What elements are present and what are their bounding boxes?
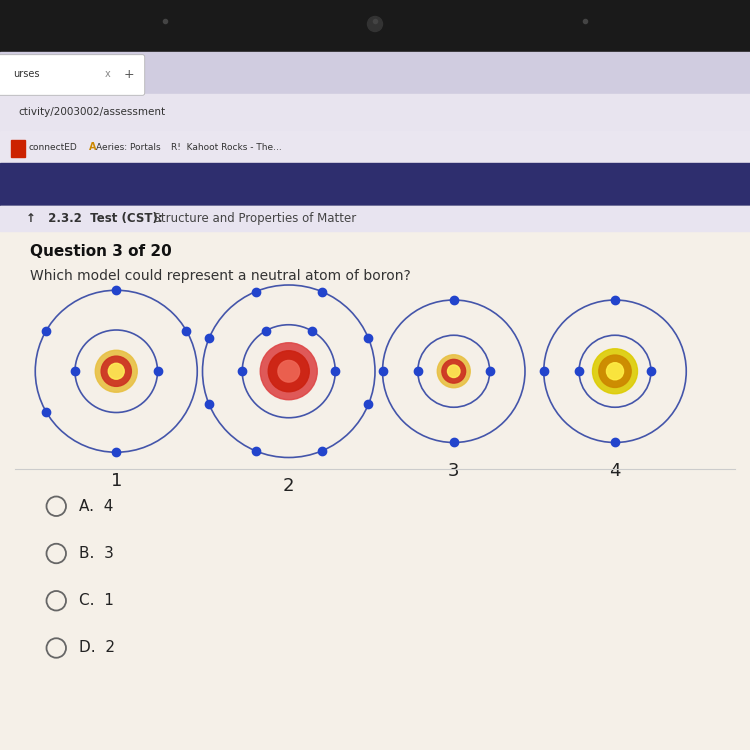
Text: B.  3: B. 3 [79,546,114,561]
Bar [11,140,25,157]
Circle shape [607,363,623,380]
Circle shape [437,355,470,388]
Circle shape [268,351,309,392]
Text: 2: 2 [283,477,295,495]
Text: A: A [88,142,96,152]
Text: Aeries: Portals: Aeries: Portals [96,142,160,152]
Circle shape [278,361,299,382]
Text: +: + [124,68,134,81]
Circle shape [448,365,460,377]
Text: R!  Kahoot Rocks - The...: R! Kahoot Rocks - The... [171,142,282,152]
Circle shape [260,343,317,400]
Bar [0,206,750,750]
Circle shape [95,350,137,392]
Bar [0,0,750,53]
Text: 3: 3 [448,462,460,480]
Text: connectED: connectED [28,142,77,152]
Bar [0,94,750,131]
Circle shape [592,349,638,394]
Text: Structure and Properties of Matter: Structure and Properties of Matter [146,211,356,225]
Circle shape [598,355,632,388]
Text: Question 3 of 20: Question 3 of 20 [30,244,172,259]
Bar [0,131,750,163]
Bar [0,206,750,231]
Text: Which model could represent a neutral atom of boron?: Which model could represent a neutral at… [30,269,411,283]
Circle shape [108,363,124,380]
Text: ctivity/2003002/assessment: ctivity/2003002/assessment [19,106,166,117]
Text: 4: 4 [609,462,621,480]
Circle shape [442,359,466,383]
Circle shape [368,16,382,32]
Text: urses: urses [13,69,40,80]
Bar [0,163,750,206]
Circle shape [101,356,131,386]
Text: C.  1: C. 1 [79,593,114,608]
Text: 1: 1 [110,472,122,490]
Text: ↑   2.3.2  Test (CST):: ↑ 2.3.2 Test (CST): [26,211,163,225]
Text: x: x [105,69,111,80]
FancyBboxPatch shape [0,55,145,95]
Bar [0,53,750,94]
Text: D.  2: D. 2 [79,640,115,656]
Text: A.  4: A. 4 [79,499,113,514]
